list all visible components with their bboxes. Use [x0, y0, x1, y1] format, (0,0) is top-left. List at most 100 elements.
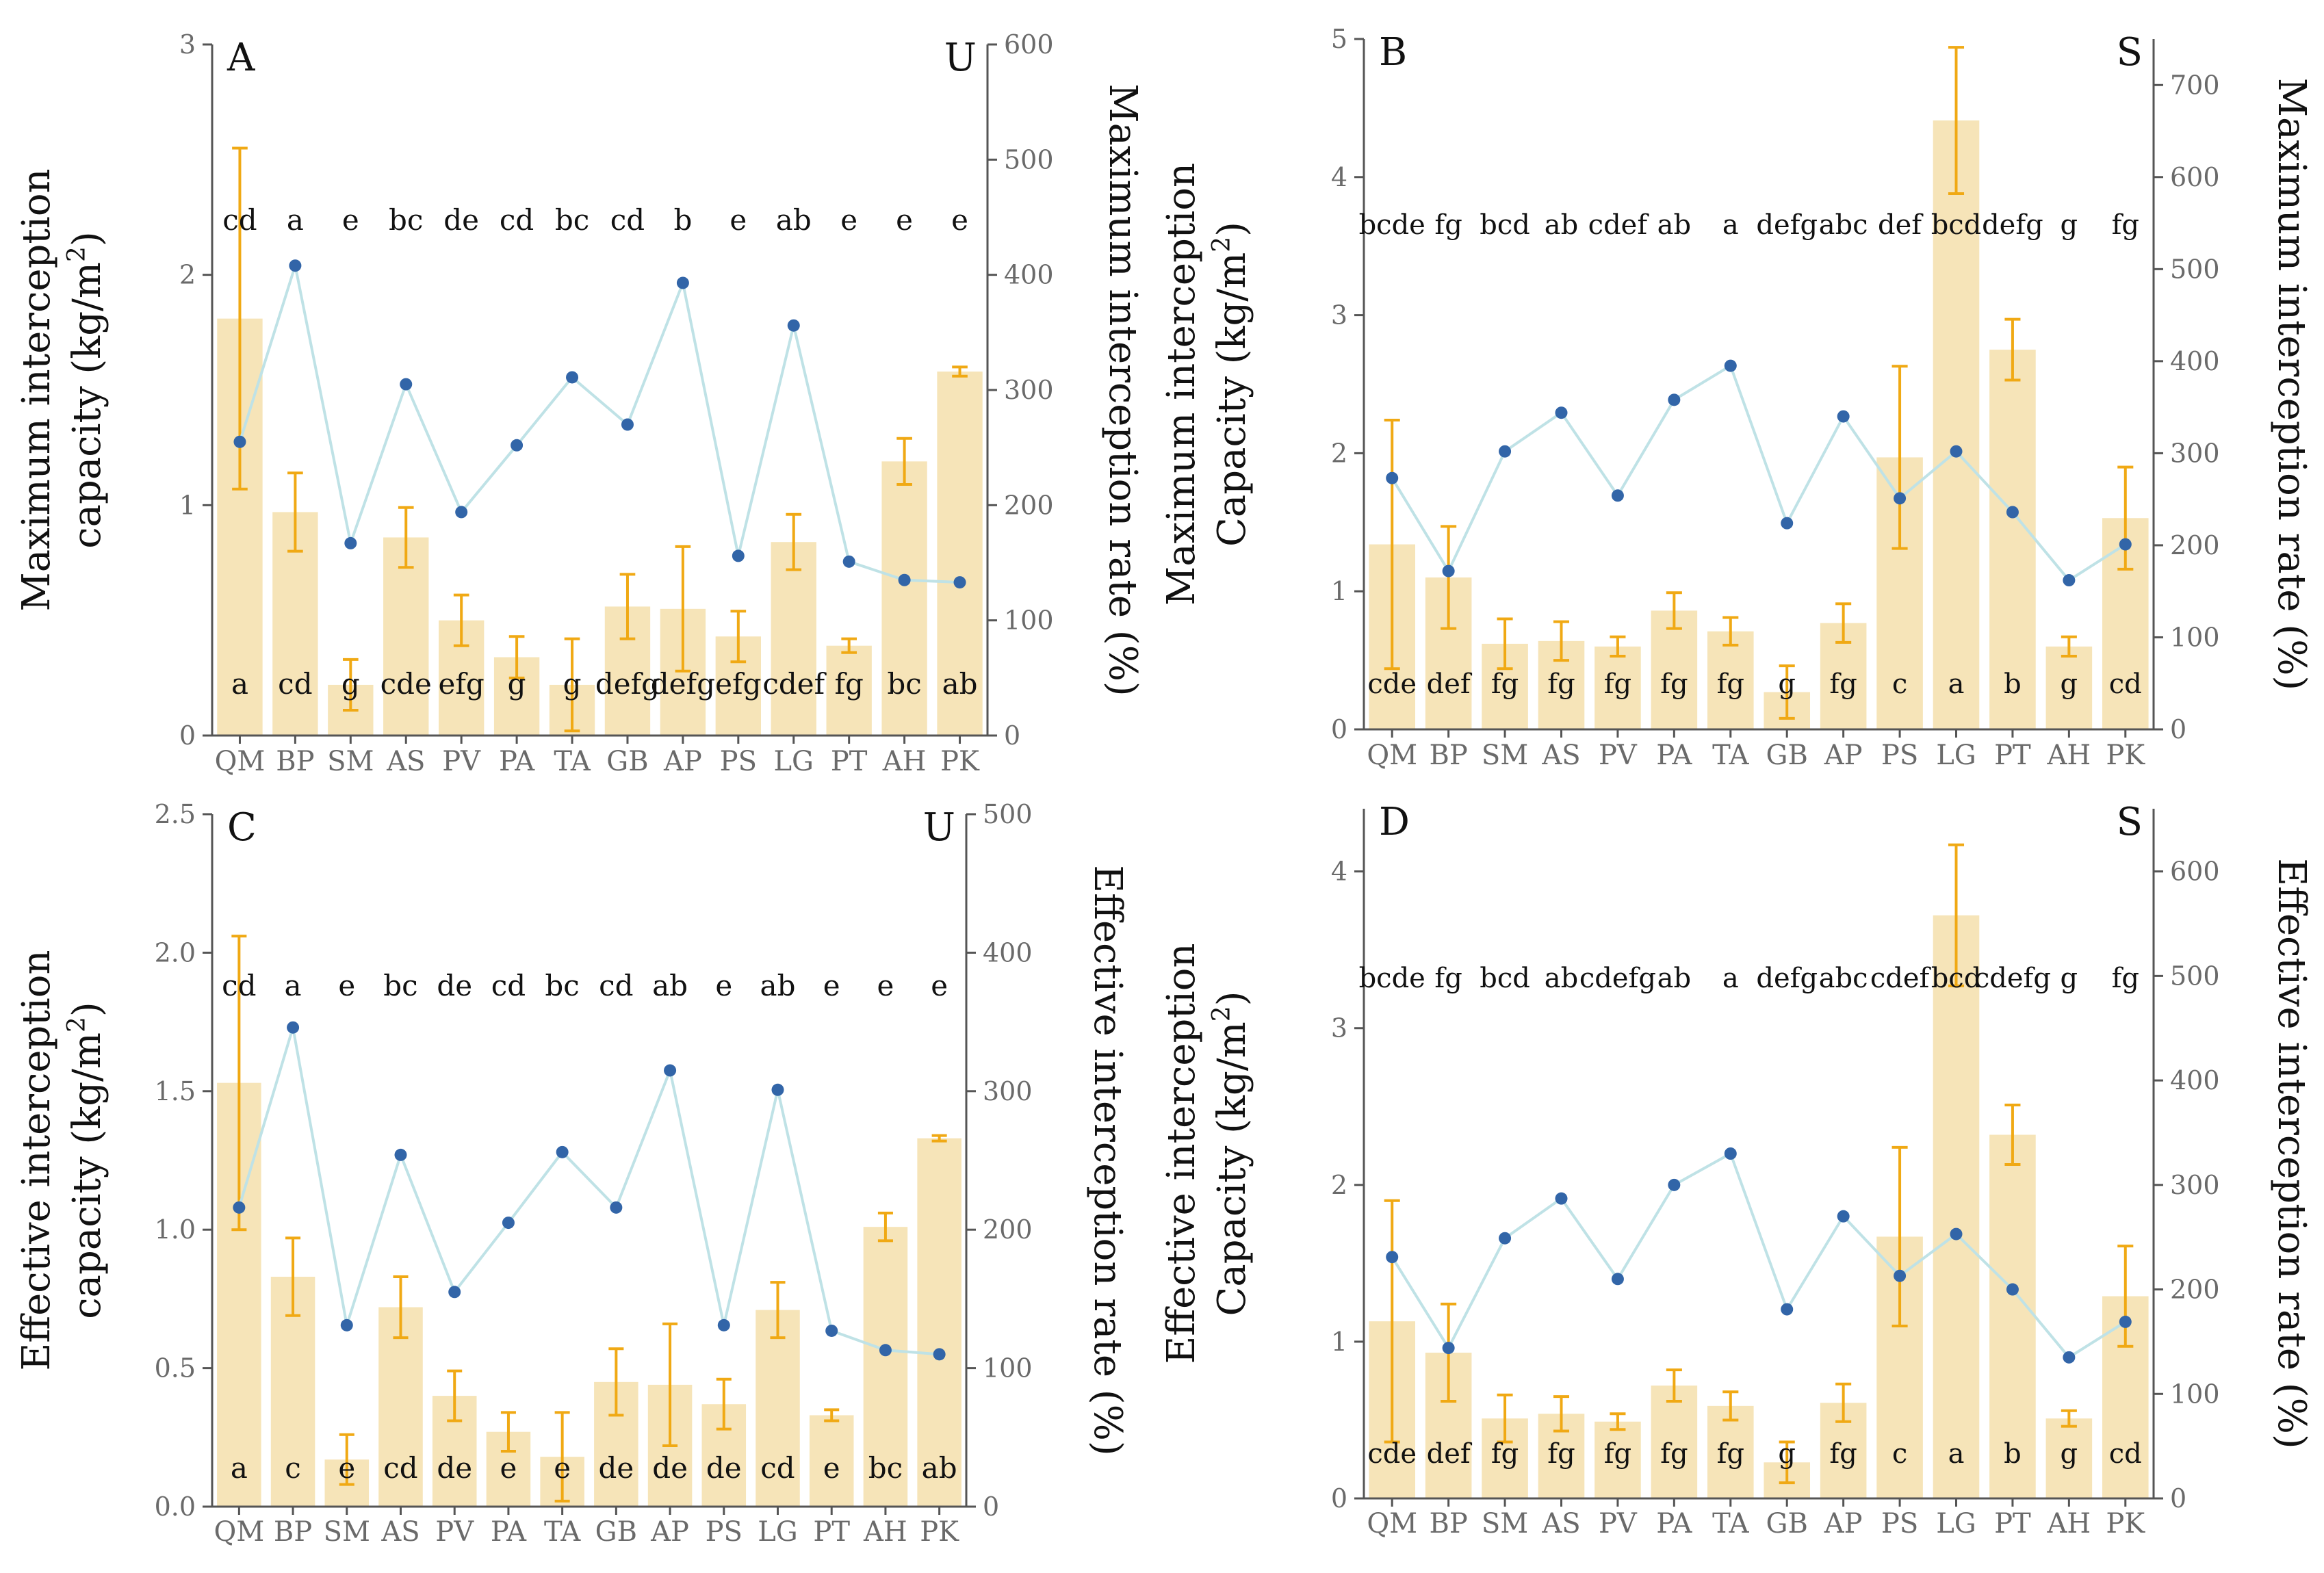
panel-c-error-bar-as	[393, 1275, 409, 1340]
panel-c-category-label-as: AS	[380, 1516, 419, 1548]
panel-d-rate-point-ps	[1894, 1269, 1907, 1282]
panel-c-rate-point-gb	[610, 1201, 623, 1214]
panel-c-y-tick-label: 1.0	[155, 1214, 196, 1245]
panel-b-category-label-pk: PK	[2106, 740, 2145, 771]
panel-b-rate-letter: defg	[1756, 209, 1818, 241]
panel-c-y-axis-title: Effective interception capacity (kg/m2)	[14, 950, 109, 1370]
panel-c-error-bar-pv	[447, 1369, 463, 1422]
panel-b-rate-point-ta	[1724, 359, 1737, 372]
panel-b-error-bar-as	[1553, 620, 1570, 662]
panel-d-rate-letter: bcd	[1480, 963, 1530, 994]
panel-b-y-tick-label: 4	[1331, 162, 1347, 192]
panel-b-rate-letter: ab	[1657, 209, 1691, 241]
panel-a-y-tick-label: 1	[179, 490, 196, 520]
panel-a-rate-point-qm	[233, 435, 246, 448]
panel-b-y2-axis-title: Maximum interception rate (%)	[2269, 78, 2314, 691]
panel-c-bar-letter: cd	[760, 1451, 795, 1485]
panel-d-rate-letter: bcde	[1359, 963, 1425, 994]
panel-d-category-label-qm: QM	[1367, 1508, 1417, 1539]
panel-b-error-bar-ps	[1892, 365, 1908, 550]
panel-d-rate-point-gb	[1781, 1303, 1794, 1316]
panel-a-error-bar-bp	[287, 471, 303, 553]
panel-c-rate-letter: e	[715, 969, 732, 1002]
panel-b-rate-point-as	[1555, 406, 1568, 419]
panel-a-rate-letter: a	[287, 203, 304, 237]
panel-d-bar-letter: def	[1427, 1438, 1473, 1470]
panel-b-error-bar-ah	[2061, 635, 2077, 658]
panel-a-chart: 0 1 2 3 0 100 200 300 400 500 600 QM BP SM AS PV PA TA GB A…	[14, 29, 1145, 777]
panel-a-category-label-pt: PT	[831, 746, 868, 777]
panel-a-rate-point-lg	[787, 319, 800, 332]
panel-c-bar-letter: c	[285, 1451, 301, 1485]
panel-b-rate-point-ps	[1894, 492, 1907, 505]
panel-a-bar-letter: cd	[278, 667, 312, 701]
panel-a-bar-letter: g	[563, 667, 582, 701]
panel-b-y2-tick-label: 600	[2170, 162, 2220, 192]
panel-d-y2-tick-label: 0	[2170, 1483, 2186, 1513]
panel-d-category-label-lg: LG	[1936, 1508, 1976, 1539]
panel-a-rate-point-ah	[898, 573, 911, 586]
panel-b-category-label-sm: SM	[1482, 740, 1528, 771]
panel-b-y2-tick-label: 700	[2170, 70, 2220, 100]
panel-b-y-axis-title: Maximum interception Capacity (kg/m2)	[1159, 163, 1254, 606]
panel-d-chart: 0 1 2 3 4 0 100 200 300 400 500 600 QM BP SM AS PV PA TA GB…	[1159, 800, 2314, 1539]
panel-d-rate-point-as	[1555, 1192, 1568, 1205]
panel-a-rate-letter: e	[840, 203, 857, 237]
panel-c-rate-letter: e	[877, 969, 894, 1002]
panel-b-bar-letter: def	[1427, 668, 1473, 700]
panel-b-error-bar-qm	[1384, 418, 1400, 671]
panel-a-y-tick-label: 2	[179, 260, 196, 290]
panel-a-error-bar-gb	[619, 573, 636, 640]
panel-c-rate-point-ah	[879, 1344, 892, 1357]
panel-c-bar-letter: e	[554, 1451, 571, 1485]
panel-a-bar-letter: g	[341, 667, 360, 701]
panel-c-bar-letter: de	[598, 1451, 634, 1485]
panel-a-y2-tick-label: 500	[1004, 144, 1054, 174]
panel-d-bar-ah	[2045, 1418, 2093, 1498]
panel-b-y-tick-label: 3	[1331, 300, 1347, 330]
panel-c-bar-letter: e	[500, 1451, 517, 1485]
panel-b-category-label-qm: QM	[1367, 740, 1417, 771]
panel-a-rate-letter: cd	[500, 203, 534, 237]
panel-a-bar-letter: defg	[651, 667, 715, 701]
panel-d-letter: D	[1379, 800, 1410, 844]
panel-c-rate-point-pv	[448, 1286, 461, 1299]
panel-a-bar-lg	[771, 542, 816, 736]
panel-c-error-bar-ap	[662, 1322, 678, 1447]
panel-d-error-bar-qm	[1384, 1199, 1400, 1444]
panel-d-y2-tick-label: 200	[2170, 1275, 2220, 1305]
panel-b-y2-tick-label: 100	[2170, 622, 2220, 652]
panel-b-chart: 0 1 2 3 4 5 0 100 200 300 400 500 600 700 QM BP SM AS PV PA…	[1159, 24, 2314, 771]
panel-b-bar-ah	[2045, 646, 2093, 729]
panel-d-error-bar-ps	[1892, 1145, 1908, 1327]
panel-d-error-bar-lg	[1948, 843, 1965, 987]
panel-a-y-tick-label: 3	[179, 29, 196, 60]
panel-d-rate-point-pa	[1668, 1178, 1681, 1191]
panel-a-bar-letter: bc	[887, 667, 921, 701]
panel-d-error-bar-sm	[1497, 1393, 1513, 1444]
panel-c-rate-letter: cd	[599, 969, 633, 1002]
panel-a-error-bar-ah	[896, 437, 912, 486]
panel-d-category-label-gb: GB	[1766, 1508, 1808, 1539]
panel-a-rate-letter: ab	[776, 203, 812, 237]
panel-d-category-label-ap: AP	[1824, 1508, 1863, 1539]
panel-d-rate-letter: cdefg	[1974, 963, 2051, 994]
panel-a-error-bar-sm	[342, 658, 359, 712]
panel-d-category-label-pk: PK	[2106, 1508, 2145, 1539]
panel-a-bar-pt	[826, 645, 872, 736]
panel-d-error-bar-ta	[1722, 1390, 1739, 1422]
panel-d-bar-letter: c	[1892, 1438, 1907, 1470]
panel-a-y2-tick-label: 200	[1004, 490, 1054, 520]
panel-c-category-label-lg: LG	[758, 1516, 798, 1548]
panel-d-error-bar-pa	[1666, 1368, 1682, 1403]
panel-c-bar-letter: bc	[868, 1451, 903, 1485]
panel-d-rate-point-bp	[1442, 1342, 1455, 1355]
panel-c-rate-point-sm	[340, 1318, 353, 1331]
panel-b-rate-letter: g	[2061, 209, 2078, 241]
panel-c-rate-point-pt	[825, 1324, 838, 1337]
panel-a-rate-letter: b	[673, 203, 692, 237]
panel-c-y2-tick-label: 0	[983, 1492, 999, 1522]
panel-c-error-bar-bp	[285, 1236, 301, 1317]
panel-a-y2-tick-label: 0	[1004, 720, 1020, 751]
